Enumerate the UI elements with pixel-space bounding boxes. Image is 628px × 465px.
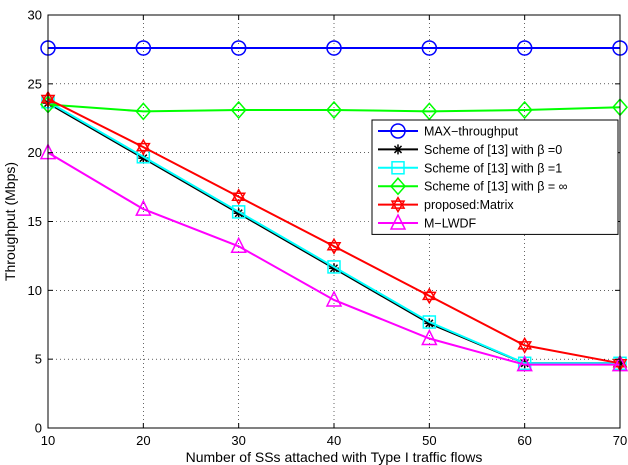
legend-label: Scheme of [13] with β =1 — [424, 161, 562, 175]
y-tick-label: 15 — [28, 214, 42, 229]
legend-label: proposed:Matrix — [424, 198, 514, 212]
legend-item: Scheme of [13] with β = ∞ — [378, 177, 568, 196]
data-point-hexagram — [326, 237, 342, 255]
y-tick-label: 30 — [28, 8, 42, 23]
data-point-asterisk — [393, 144, 403, 155]
series-line — [47, 151, 620, 366]
data-point-triangle — [421, 328, 438, 346]
y-tick-label: 25 — [28, 76, 42, 91]
data-point-hexagram — [390, 196, 406, 214]
y-axis-label: Throughput (Mbps) — [2, 162, 18, 281]
legend-label: M−LWDF — [424, 217, 477, 231]
x-tick-label: 60 — [517, 433, 531, 448]
data-point-circle — [326, 40, 342, 56]
x-tick-label: 50 — [422, 433, 436, 448]
data-point-hexagram — [421, 287, 437, 305]
data-point-diamond — [326, 100, 342, 120]
series-line — [47, 100, 620, 365]
data-point-circle — [230, 40, 247, 56]
data-point-triangle — [325, 290, 343, 307]
data-point-triangle — [230, 236, 247, 254]
data-point-diamond — [135, 102, 152, 121]
legend: MAX−throughput Scheme of [13] with β =0 Sc… — [371, 119, 619, 235]
data-point-triangle — [135, 199, 152, 216]
data-point-hexagram — [231, 188, 247, 206]
x-tick-label: 20 — [136, 433, 150, 448]
legend-item: MAX−throughput — [378, 123, 519, 139]
data-point-circle — [135, 40, 152, 56]
data-point-square — [391, 161, 405, 175]
series-line — [47, 98, 621, 365]
legend-item: Scheme of [13] with β =0 — [378, 143, 562, 157]
legend-box — [371, 119, 619, 235]
y-tick-label: 5 — [35, 352, 42, 367]
legend-item: M−LWDF — [378, 213, 477, 231]
data-point-circle — [421, 40, 438, 56]
data-point-diamond — [230, 100, 247, 120]
x-tick-label: 40 — [327, 433, 341, 448]
data-point-square — [231, 205, 246, 219]
legend-label: Scheme of [13] with β = ∞ — [424, 180, 568, 194]
data-point-hexagram — [517, 336, 533, 354]
y-tick-label: 10 — [28, 283, 42, 298]
x-axis-label: Number of SSs attached with Type I traff… — [186, 449, 483, 465]
data-point-square — [422, 315, 437, 329]
data-point-diamond — [516, 100, 533, 120]
data-point-circle — [390, 123, 406, 139]
data-point-triangle — [389, 213, 407, 230]
data-point-circle — [516, 40, 533, 56]
axis-ticks: 10 20 30 40 50 60 70 0 5 10 15 20 25 30 — [28, 8, 628, 449]
data-point-diamond — [421, 102, 438, 121]
y-tick-label: 20 — [28, 145, 42, 160]
x-tick-label: 30 — [231, 433, 245, 448]
legend-item: proposed:Matrix — [378, 196, 514, 214]
series-4 — [40, 95, 628, 121]
x-tick-label: 10 — [41, 433, 55, 448]
legend-label: MAX−throughput — [424, 125, 519, 139]
x-tick-label: 70 — [613, 433, 627, 448]
legend-label: Scheme of [13] with β =0 — [424, 143, 562, 157]
legend-item: Scheme of [13] with β =1 — [378, 161, 562, 175]
data-point-diamond — [390, 177, 406, 196]
y-tick-label: 0 — [35, 421, 42, 436]
series-line — [47, 103, 621, 113]
data-point-hexagram — [135, 138, 151, 156]
data-point-triangle — [516, 354, 533, 372]
data-point-square — [327, 260, 341, 274]
